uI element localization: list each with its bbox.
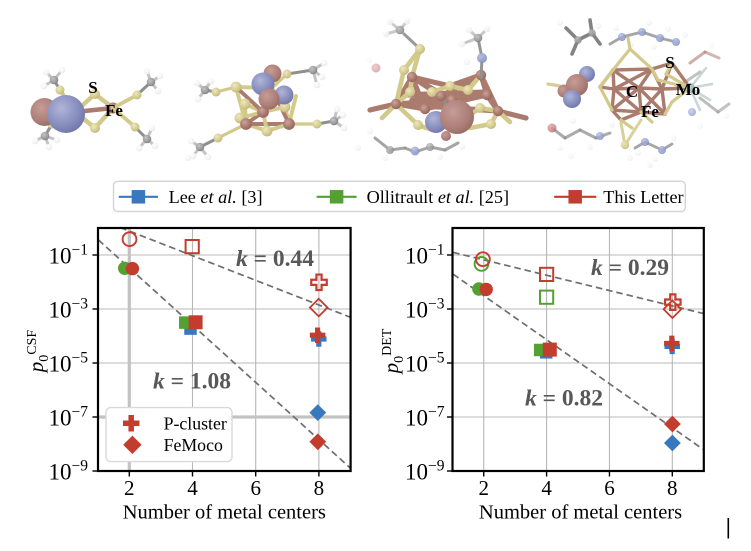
svg-text:S: S: [665, 53, 674, 72]
svg-text:Number of metal centers: Number of metal centers: [479, 502, 682, 524]
svg-text:10−1: 10−1: [49, 242, 89, 269]
svg-text:Fe: Fe: [105, 101, 123, 120]
svg-text:10−9: 10−9: [49, 458, 89, 485]
svg-text:C: C: [626, 82, 638, 101]
svg-text:Ollitrault et al. [25]: Ollitrault et al. [25]: [367, 187, 509, 207]
svg-text:p0CSF: p0CSF: [24, 330, 52, 375]
svg-text:k = 1.08: k = 1.08: [153, 369, 231, 395]
svg-text:This Letter: This Letter: [603, 187, 683, 207]
svg-text:10−9: 10−9: [405, 458, 445, 485]
svg-text:P-cluster: P-cluster: [164, 413, 227, 433]
svg-text:10−3: 10−3: [405, 296, 445, 323]
svg-text:6: 6: [250, 476, 261, 500]
svg-text:2: 2: [124, 476, 135, 500]
svg-text:10−3: 10−3: [49, 296, 89, 323]
svg-text:4: 4: [187, 476, 198, 500]
svg-text:k = 0.44: k = 0.44: [236, 246, 314, 272]
svg-text:10−1: 10−1: [405, 242, 445, 269]
svg-text:8: 8: [667, 476, 678, 500]
svg-text:8: 8: [314, 476, 325, 500]
svg-text:6: 6: [604, 476, 615, 500]
svg-text:Lee et al. [3]: Lee et al. [3]: [169, 187, 263, 207]
svg-text:p0DET: p0DET: [379, 328, 407, 375]
svg-text:10−5: 10−5: [405, 350, 445, 377]
svg-text:FeMoco: FeMoco: [164, 435, 223, 455]
svg-text:k = 0.82: k = 0.82: [525, 386, 603, 412]
svg-text:Mo: Mo: [676, 80, 701, 99]
svg-text:10−7: 10−7: [49, 404, 89, 431]
svg-text:2: 2: [478, 476, 489, 500]
svg-text:Number of metal centers: Number of metal centers: [123, 502, 326, 524]
svg-text:10−7: 10−7: [405, 404, 445, 431]
svg-text:S: S: [88, 78, 97, 97]
svg-text:Fe: Fe: [641, 102, 659, 121]
svg-text:k = 0.29: k = 0.29: [591, 255, 669, 281]
svg-text:4: 4: [541, 476, 552, 500]
svg-text:10−5: 10−5: [49, 350, 89, 377]
